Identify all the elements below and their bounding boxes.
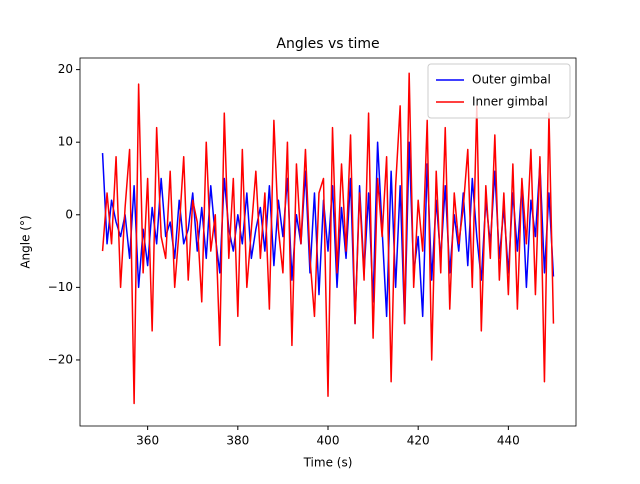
y-tick-label: 10 xyxy=(58,135,73,149)
series-line xyxy=(101,141,555,325)
legend-label: Inner gimbal xyxy=(472,95,548,109)
legend-box xyxy=(427,63,571,119)
chart-title: Angles vs time xyxy=(276,36,379,52)
y-tick-label: −10 xyxy=(48,280,73,294)
x-axis-label: Time (s) xyxy=(303,456,353,470)
y-tick-label: −20 xyxy=(48,352,73,366)
plot-frame xyxy=(79,57,577,427)
y-tick-label: 0 xyxy=(65,207,73,221)
x-tick-label: 400 xyxy=(317,434,340,448)
x-tick-label: 440 xyxy=(497,434,520,448)
legend-label: Outer gimbal xyxy=(472,73,551,87)
x-tick-label: 420 xyxy=(407,434,430,448)
legend: Outer gimbal Inner gimbal xyxy=(427,63,571,119)
series-line xyxy=(101,72,555,405)
x-tick-label: 380 xyxy=(226,434,249,448)
y-tick-label: 20 xyxy=(58,62,73,76)
x-tick-label: 360 xyxy=(136,434,159,448)
y-axis-label: Angle (°) xyxy=(19,215,33,268)
